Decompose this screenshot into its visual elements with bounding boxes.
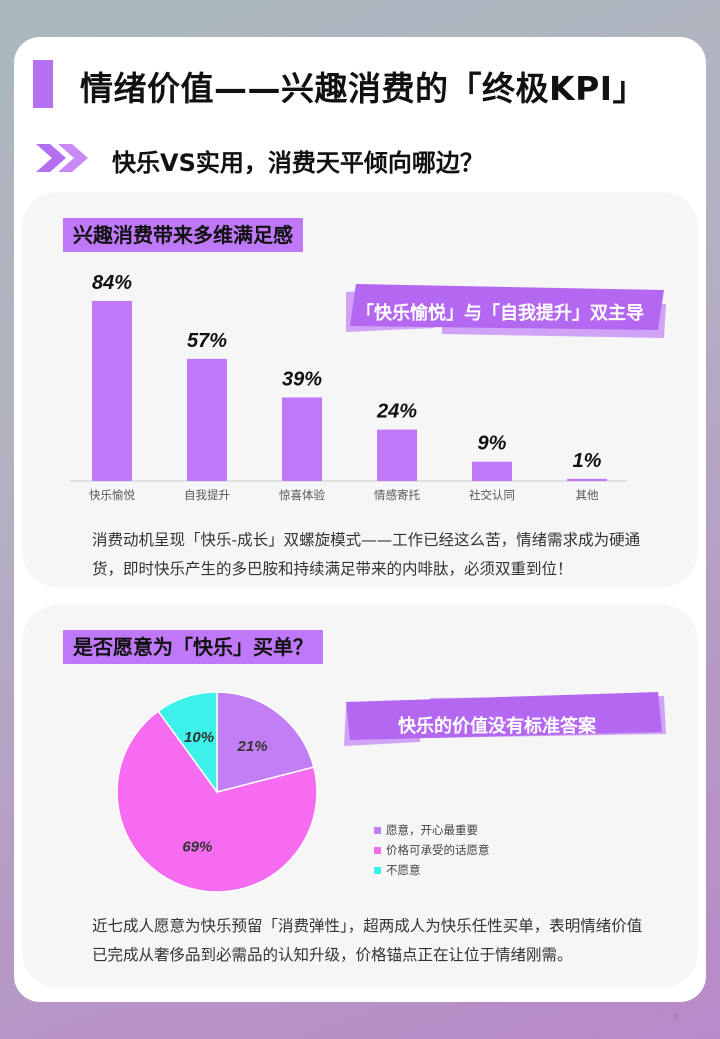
pie-slice xyxy=(216,691,315,793)
legend-swatch xyxy=(374,846,381,854)
motivation-section xyxy=(22,192,698,587)
bar-value-label: 1% xyxy=(573,450,602,472)
legend-item: 愿意，开心最重要 xyxy=(374,820,490,840)
pie-value-label: 10% xyxy=(184,729,214,746)
bar xyxy=(472,461,512,481)
title-accent-bar xyxy=(33,60,53,108)
category-label: 其他 xyxy=(576,488,599,502)
bar xyxy=(567,478,607,481)
bar-value-label: 9% xyxy=(478,433,507,455)
pie-value-label: 21% xyxy=(237,738,268,755)
bar-value-label: 24% xyxy=(376,401,417,423)
banner-shape xyxy=(344,692,666,746)
bar-value-label: 39% xyxy=(282,368,322,390)
section-heading: 是否愿意为「快乐」买单？ xyxy=(63,630,323,664)
pie-value-label: 69% xyxy=(182,839,212,856)
legend-item: 价格可承受的话愿意 xyxy=(374,840,490,860)
bar-value-label: 84% xyxy=(92,272,132,294)
legend-swatch xyxy=(374,866,381,874)
banner-shape xyxy=(346,284,666,338)
pie-slice xyxy=(116,710,318,893)
legend-label: 愿意，开心最重要 xyxy=(386,823,478,837)
legend-label: 价格可承受的话愿意 xyxy=(386,843,490,857)
section-heading: 兴趣消费带来多维满足感 xyxy=(63,218,303,252)
page-title: 情绪价值——兴趣消费的「终极KPI」 xyxy=(80,69,647,108)
category-label: 情感寄托 xyxy=(374,488,420,502)
page-number: 8 xyxy=(672,1012,678,1021)
pie-legend: 愿意，开心最重要 价格可承受的话愿意 不愿意 xyxy=(374,820,490,880)
satisfaction-bar-chart: 84% 快乐愉悦 57% 自我提升 39% 惊喜体验 24% 情感寄托 9% 社交认同 1% 其他 xyxy=(70,272,627,502)
legend-swatch xyxy=(374,826,381,834)
bar-value-label: 57% xyxy=(187,330,227,352)
category-label: 社交认同 xyxy=(469,488,515,502)
page-subtitle: 快乐VS实用，消费天平倾向哪边？ xyxy=(112,149,484,177)
section-paragraph: 近七成人愿意为快乐预留「消费弹性」，超两成人为快乐任性买单，表明情绪价值已完成从… xyxy=(92,917,643,964)
bar xyxy=(92,301,132,481)
category-label: 快乐愉悦 xyxy=(89,488,135,502)
bar xyxy=(282,397,322,481)
bar xyxy=(187,358,227,481)
legend-item: 不愿意 xyxy=(374,860,490,880)
bar xyxy=(377,429,417,481)
section-paragraph: 消费动机呈现「快乐-成长」双螺旋模式——工作已经这么苦，情绪需求成为硬通货，即时… xyxy=(92,531,641,578)
section-banner: 「快乐愉悦」与「自我提升」双主导 xyxy=(356,303,644,324)
willingness-pie-chart: 21% 69% 10% xyxy=(116,691,318,893)
double-chevron-icon xyxy=(36,144,88,172)
category-label: 自我提升 xyxy=(184,488,230,502)
legend-label: 不愿意 xyxy=(386,863,421,877)
category-label: 惊喜体验 xyxy=(279,488,325,502)
section-banner: 快乐的价值没有标准答案 xyxy=(398,716,596,737)
pie-slice xyxy=(157,691,218,795)
